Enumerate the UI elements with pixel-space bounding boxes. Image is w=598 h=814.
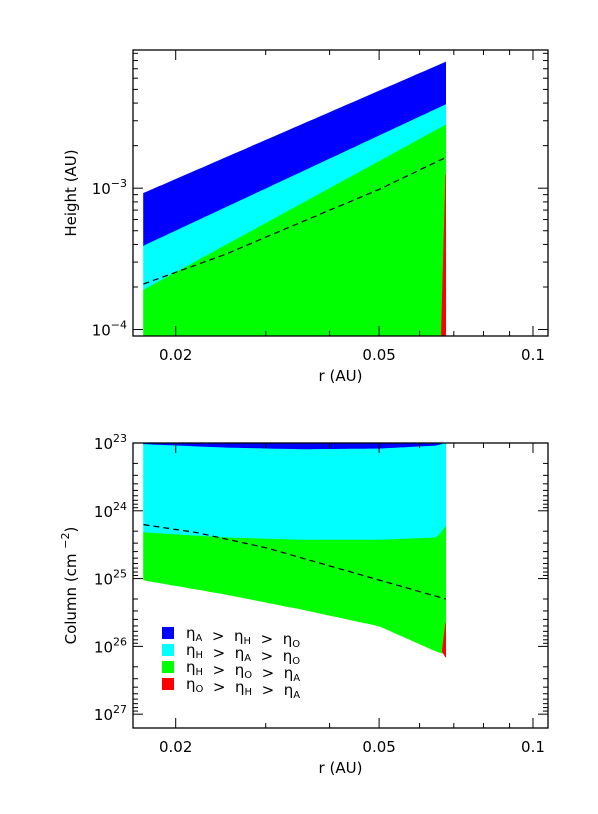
x-tick-label: 0.1: [521, 346, 545, 364]
y-axis-label: Column (cm −2): [59, 527, 80, 645]
plot-area: [143, 443, 447, 658]
x-tick-label: 0.1: [521, 738, 545, 756]
x-axis-label: r (AU): [319, 759, 363, 777]
legend-swatch-1: [162, 644, 174, 656]
y-tick-label: 1025: [94, 568, 127, 589]
legend-label-2: ηH > ηO > ηA: [186, 658, 300, 684]
dashed-line: [143, 524, 446, 600]
legend-swatch-3: [162, 678, 174, 690]
height-panel: 0.02 0.05 0.1 10−4 10−3 r (AU) Height (AU): [62, 49, 549, 385]
x-axis-label: r (AU): [319, 367, 363, 385]
y-axis-label: Height (AU): [62, 149, 80, 236]
region-2: [143, 124, 447, 336]
legend-swatch-2: [162, 661, 174, 673]
y-tick-label: 1027: [94, 703, 127, 724]
plot-area: [143, 61, 447, 336]
dashed-line: [143, 156, 446, 285]
x-tick-label: 0.05: [362, 346, 395, 364]
plot-frame: [132, 442, 549, 729]
y-tick-label: 1024: [94, 500, 127, 521]
region-3: [442, 622, 447, 658]
region-3: [441, 174, 447, 336]
legend-swatch-0: [162, 627, 174, 639]
legend-label-0: ηA > ηH > ηO: [186, 624, 300, 650]
x-tick-label: 0.05: [362, 738, 395, 756]
y-tick-label: 1023: [94, 432, 127, 453]
column-panel: 0.02 0.05 0.1 1023 1024 1025 1026 1027 r (AU) Col…: [59, 432, 549, 777]
x-tick-label: 0.02: [159, 346, 192, 364]
y-tick-label: 10−4: [92, 319, 127, 340]
x-tick-label: 0.02: [159, 738, 192, 756]
y-tick-label: 1026: [94, 635, 127, 656]
region-2: [143, 525, 447, 655]
plot-frame: [132, 49, 549, 337]
y-tick-label: 10−3: [92, 177, 127, 198]
legend-label-1: ηH > ηA > ηO: [186, 641, 300, 667]
region-1: [143, 443, 447, 541]
legend-label-3: ηO > ηH > ηA: [186, 675, 300, 701]
